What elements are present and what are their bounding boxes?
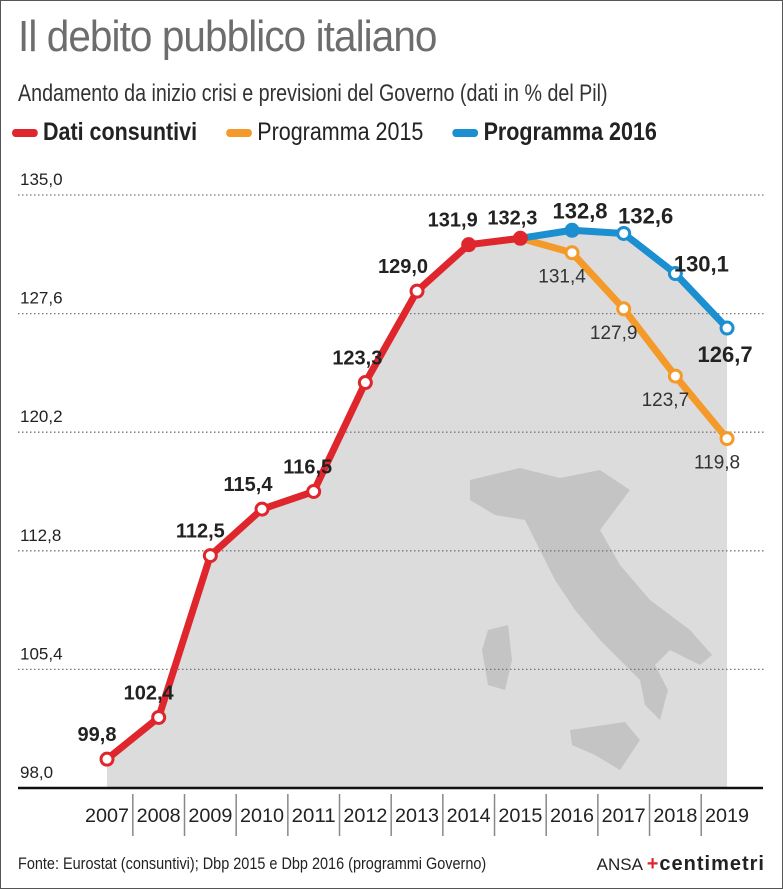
legend-item-consuntivi: Dati consuntivi bbox=[12, 118, 197, 147]
data-label: 132,8 bbox=[552, 198, 607, 223]
y-tick-label: 120,2 bbox=[20, 407, 63, 426]
data-point bbox=[667, 368, 683, 384]
sardinia-map bbox=[482, 625, 512, 690]
data-label: 132,6 bbox=[618, 203, 673, 228]
chart-title: Il debito pubblico italiano bbox=[18, 12, 437, 61]
x-tick-label: 2019 bbox=[705, 806, 749, 827]
data-point bbox=[616, 301, 632, 317]
data-label: 116,5 bbox=[283, 457, 332, 479]
data-label: 112,5 bbox=[176, 521, 225, 543]
data-label: 126,7 bbox=[698, 342, 753, 367]
data-point bbox=[461, 237, 477, 253]
data-label: 129,0 bbox=[378, 256, 428, 278]
chart-subtitle: Andamento da inizio crisi e previsioni d… bbox=[18, 80, 608, 107]
y-tick-label: 105,4 bbox=[20, 644, 63, 663]
x-tick-label: 2015 bbox=[498, 806, 542, 827]
data-point bbox=[151, 709, 167, 725]
data-point bbox=[254, 501, 270, 517]
x-tick-label: 2016 bbox=[550, 806, 594, 827]
data-point bbox=[202, 548, 218, 564]
legend-item-programma-2015: Programma 2015 bbox=[226, 118, 423, 147]
data-label: 99,8 bbox=[78, 724, 117, 746]
legend-swatch bbox=[226, 128, 253, 137]
data-point bbox=[357, 375, 373, 391]
legend-swatch bbox=[12, 128, 38, 137]
data-label: 102,4 bbox=[124, 682, 175, 704]
data-point bbox=[306, 484, 322, 499]
x-tick-label: 2007 bbox=[85, 806, 129, 827]
data-label: 132,3 bbox=[487, 207, 537, 229]
data-label: 123,3 bbox=[332, 348, 382, 370]
data-label: 130,1 bbox=[674, 252, 729, 277]
y-tick-label: 127,6 bbox=[20, 289, 63, 308]
y-tick-label: 135,0 bbox=[20, 170, 63, 189]
area-fill bbox=[107, 230, 728, 788]
data-point bbox=[719, 320, 735, 336]
brand-centimetri: centimetri bbox=[659, 853, 765, 875]
x-tick-label: 2013 bbox=[395, 806, 439, 827]
x-tick-label: 2011 bbox=[292, 806, 336, 827]
data-point bbox=[99, 751, 115, 767]
data-point bbox=[667, 266, 683, 282]
legend-item-programma-2016: Programma 2016 bbox=[452, 118, 657, 147]
data-point bbox=[409, 283, 425, 299]
brand-logo: ANSA +centimetri bbox=[596, 853, 765, 875]
data-point bbox=[616, 225, 632, 241]
y-tick-label: 98,0 bbox=[20, 763, 53, 782]
x-tick-label: 2009 bbox=[188, 806, 232, 827]
italy-map bbox=[470, 468, 712, 720]
data-label: 115,4 bbox=[224, 474, 274, 496]
data-point bbox=[512, 230, 528, 246]
legend-label: Dati consuntivi bbox=[42, 118, 198, 146]
sicily-map bbox=[570, 722, 640, 770]
x-tick-label: 2014 bbox=[447, 806, 491, 827]
legend-label: Programma 2015 bbox=[257, 118, 424, 146]
data-label: 123,7 bbox=[642, 390, 690, 411]
brand-ansa: ANSA bbox=[596, 855, 642, 874]
source-note: Fonte: Eurostat (consuntivi); Dbp 2015 e… bbox=[18, 854, 487, 873]
data-point bbox=[564, 245, 580, 261]
data-label: 127,9 bbox=[590, 323, 638, 344]
data-label: 131,9 bbox=[428, 210, 478, 232]
y-tick-label: 112,8 bbox=[20, 526, 61, 545]
x-tick-label: 2010 bbox=[240, 806, 284, 827]
legend-label: Programma 2016 bbox=[483, 118, 657, 146]
legend-swatch bbox=[452, 128, 479, 137]
x-tick-label: 2008 bbox=[137, 806, 181, 827]
x-tick-label: 2017 bbox=[602, 806, 646, 827]
x-tick-label: 2012 bbox=[343, 806, 387, 827]
data-point bbox=[564, 222, 580, 238]
data-label: 131,4 bbox=[538, 267, 586, 288]
legend: Dati consuntivi Programma 2015 Programma… bbox=[12, 118, 686, 147]
data-point bbox=[719, 431, 735, 447]
x-tick-label: 2018 bbox=[653, 806, 697, 827]
data-label: 119,8 bbox=[694, 453, 740, 474]
